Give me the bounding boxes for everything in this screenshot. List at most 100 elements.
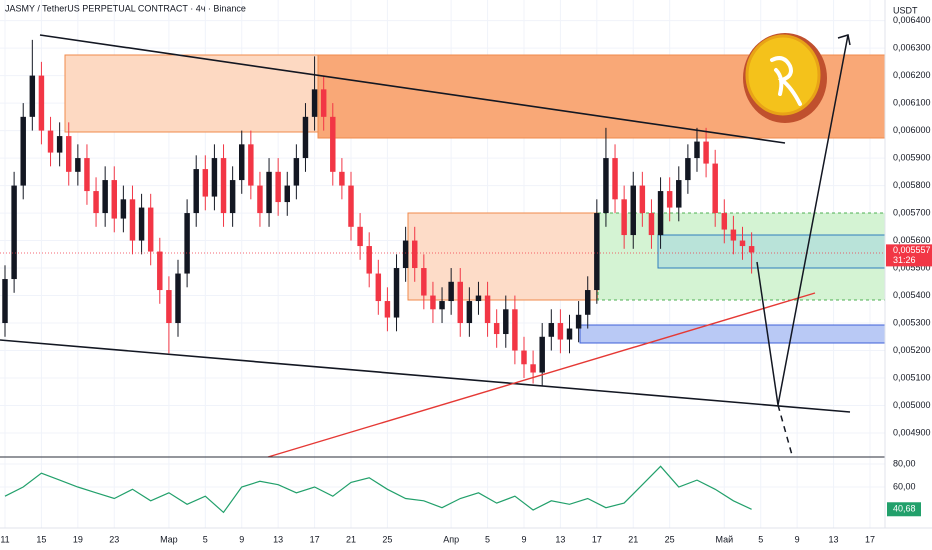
candle-body bbox=[457, 281, 463, 324]
candle-body bbox=[712, 163, 718, 214]
candle-body bbox=[448, 281, 454, 302]
x-tick-label: 11 bbox=[0, 534, 9, 544]
trend-line-upper bbox=[39, 34, 786, 144]
candle-body bbox=[630, 185, 636, 236]
candle-body bbox=[302, 116, 309, 159]
teal-zone bbox=[657, 234, 886, 269]
candle-body bbox=[548, 323, 555, 337]
x-tick-label: 17 bbox=[865, 534, 875, 544]
candle-body bbox=[147, 207, 154, 252]
y-tick-label: 0,005000 bbox=[893, 400, 931, 410]
currency-label: USDT bbox=[893, 5, 918, 15]
candle-body bbox=[666, 191, 673, 208]
coin-logo bbox=[743, 33, 827, 123]
y-tick-label: 0,005300 bbox=[893, 317, 931, 327]
coin-face bbox=[745, 34, 821, 116]
x-tick-label: 13 bbox=[555, 534, 565, 544]
candle-body bbox=[138, 207, 145, 241]
candle-body bbox=[621, 199, 627, 236]
x-tick-label: 9 bbox=[521, 534, 526, 544]
candle-body bbox=[166, 290, 172, 324]
candle-body bbox=[503, 309, 509, 335]
candle-body bbox=[393, 268, 400, 318]
candle-body bbox=[402, 240, 409, 269]
trend-line-lower bbox=[0, 339, 851, 413]
candle-body bbox=[339, 171, 345, 186]
rsi-last-box bbox=[887, 502, 921, 517]
candle-body bbox=[685, 158, 691, 181]
y-tick-label: 0,004900 bbox=[893, 427, 931, 437]
countdown-label: 31:26 bbox=[893, 255, 916, 265]
y-tick-label: 0,006300 bbox=[893, 42, 931, 52]
candle-body bbox=[575, 314, 582, 329]
candle-body bbox=[594, 213, 600, 291]
y-tick-label: 0,005400 bbox=[893, 290, 931, 300]
candle-body bbox=[384, 301, 391, 318]
candle-body bbox=[357, 226, 363, 247]
x-tick-label: 17 bbox=[310, 534, 320, 544]
candle-body bbox=[739, 240, 746, 247]
candles bbox=[2, 39, 755, 387]
candle-body bbox=[184, 213, 190, 274]
x-tick-label: 21 bbox=[628, 534, 638, 544]
candle-body bbox=[694, 141, 700, 159]
x-tick-label: 15 bbox=[36, 534, 46, 544]
candle-body bbox=[730, 229, 737, 241]
last-price-label: 0,005557 bbox=[893, 245, 931, 255]
candle-body bbox=[29, 75, 36, 117]
x-tick-label: 13 bbox=[829, 534, 839, 544]
candle-body bbox=[284, 185, 290, 203]
candle-body bbox=[47, 130, 54, 153]
candle-body bbox=[211, 158, 218, 197]
candle-body bbox=[539, 336, 545, 373]
candle-body bbox=[421, 268, 427, 296]
candle-body bbox=[657, 191, 664, 236]
candle-body bbox=[521, 350, 527, 365]
candle-body bbox=[411, 240, 418, 269]
candle-body bbox=[466, 301, 473, 324]
candle-body bbox=[56, 136, 63, 153]
candle-body bbox=[557, 323, 564, 340]
x-tick-label: 19 bbox=[73, 534, 83, 544]
y-tick-label: 0,005700 bbox=[893, 207, 931, 217]
x-tick-label: Мар bbox=[160, 534, 178, 544]
last-price-box bbox=[886, 244, 932, 267]
axes: 11 15 19 23 Мар 5 9 13 17 21 25 Апр 5 9 13 17 21 25 Май 5 9 1… bbox=[0, 15, 932, 544]
demand-zone bbox=[579, 324, 886, 344]
x-tick-label: 9 bbox=[795, 534, 800, 544]
y-tick-label: 0,005500 bbox=[893, 262, 931, 272]
x-tick-label: 5 bbox=[485, 534, 490, 544]
candle-body bbox=[566, 328, 573, 340]
candle-body bbox=[484, 295, 491, 324]
candle-body bbox=[530, 364, 536, 373]
y-tick-label: 0,005800 bbox=[893, 180, 931, 190]
arrow-head bbox=[837, 34, 851, 46]
candle-body bbox=[375, 273, 382, 302]
chart-title: JASMY / TetherUS PERPETUAL CONTRACT · 4ч… bbox=[5, 3, 246, 13]
x-tick-label: 17 bbox=[592, 534, 602, 544]
y-tick-label: 0,005600 bbox=[893, 235, 931, 245]
candle-body bbox=[475, 295, 482, 302]
candle-body bbox=[193, 169, 199, 214]
candle-body bbox=[202, 169, 209, 197]
y-tick-label: 0,005200 bbox=[893, 345, 931, 355]
candle-body bbox=[75, 158, 81, 172]
candle-body bbox=[348, 185, 354, 227]
candle-body bbox=[748, 246, 755, 253]
drawings bbox=[0, 34, 885, 458]
y-tick-label: 0,006200 bbox=[893, 70, 931, 80]
candle-body bbox=[703, 141, 709, 164]
rsi-tick-label: 60,00 bbox=[893, 481, 916, 491]
rsi-line bbox=[4, 465, 752, 514]
candle-body bbox=[120, 199, 127, 219]
candle-body bbox=[220, 158, 227, 214]
candle-body bbox=[612, 158, 618, 200]
support-line bbox=[267, 292, 816, 458]
rsi-pane bbox=[4, 465, 752, 514]
candle-body bbox=[248, 144, 254, 186]
x-tick-label: 5 bbox=[203, 534, 208, 544]
alt-path bbox=[777, 404, 793, 456]
supply-zone-left bbox=[64, 54, 319, 133]
x-tick-label: 5 bbox=[758, 534, 763, 544]
